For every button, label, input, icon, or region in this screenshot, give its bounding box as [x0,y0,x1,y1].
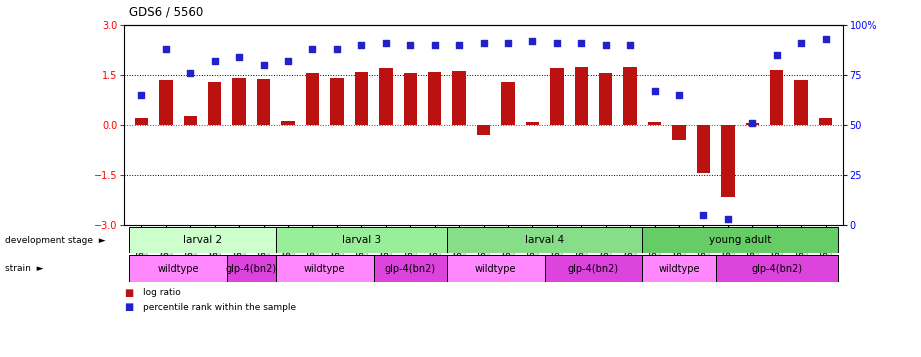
Bar [257,79,271,125]
Point [647,88,662,94]
Text: larval 4: larval 4 [525,235,565,245]
Point [720,216,735,222]
Text: wildtype: wildtype [659,263,700,274]
Bar [550,68,564,125]
Text: wildtype: wildtype [157,263,199,274]
Point [671,92,686,98]
Point [281,58,296,64]
Point [501,40,516,46]
Bar [306,73,320,125]
Text: percentile rank within the sample: percentile rank within the sample [143,302,296,312]
Point [134,92,149,98]
Text: GDS6 / 5560: GDS6 / 5560 [129,6,204,19]
Point [794,40,809,46]
Bar [183,116,197,125]
Text: glp-4(bn2): glp-4(bn2) [226,263,277,274]
Text: development stage  ►: development stage ► [5,236,105,245]
Bar [795,80,808,125]
Text: glp-4(bn2): glp-4(bn2) [385,263,436,274]
Point [525,38,540,44]
Bar [477,125,490,135]
Point [623,42,637,48]
Point [769,52,784,58]
Point [402,42,417,48]
Bar [428,72,441,125]
Bar [134,117,148,125]
Bar [129,227,275,253]
Point [599,42,613,48]
Bar [403,73,417,125]
Text: larval 2: larval 2 [183,235,222,245]
Bar [526,122,539,125]
Bar [624,67,636,125]
Bar [642,227,838,253]
Text: young adult: young adult [709,235,771,245]
Bar [208,82,221,125]
Bar [355,72,368,125]
Bar [819,117,833,125]
Point [207,58,222,64]
Bar [159,80,172,125]
Bar [275,227,447,253]
Bar [672,125,686,140]
Bar [452,71,466,125]
Bar [331,78,344,125]
Bar [379,68,392,125]
Point [476,40,491,46]
Text: ■: ■ [124,288,134,298]
Point [256,62,271,68]
Bar [129,255,227,282]
Point [354,42,368,48]
Text: larval 3: larval 3 [342,235,381,245]
Text: glp-4(bn2): glp-4(bn2) [568,263,619,274]
Bar [770,70,784,125]
Point [158,46,173,52]
Bar [642,255,716,282]
Point [330,46,344,52]
Text: strain  ►: strain ► [5,264,43,273]
Bar [544,255,642,282]
Bar [232,77,246,125]
Bar [647,122,661,125]
Point [574,40,589,46]
Bar [281,121,295,125]
Point [696,212,711,218]
Bar [716,255,838,282]
Bar [227,255,275,282]
Point [379,40,393,46]
Point [550,40,565,46]
Point [745,120,760,126]
Bar [374,255,447,282]
Text: glp-4(bn2): glp-4(bn2) [752,263,802,274]
Point [427,42,442,48]
Bar [447,227,642,253]
Bar [599,73,612,125]
Point [183,70,198,76]
Text: log ratio: log ratio [143,288,181,297]
Bar [275,255,374,282]
Point [818,36,833,42]
Bar [447,255,544,282]
Bar [721,125,735,197]
Text: ■: ■ [124,302,134,312]
Point [305,46,320,52]
Bar [746,123,759,125]
Bar [501,82,515,125]
Point [451,42,466,48]
Text: wildtype: wildtype [475,263,517,274]
Bar [575,67,588,125]
Text: wildtype: wildtype [304,263,345,274]
Bar [696,125,710,173]
Point [232,54,247,60]
